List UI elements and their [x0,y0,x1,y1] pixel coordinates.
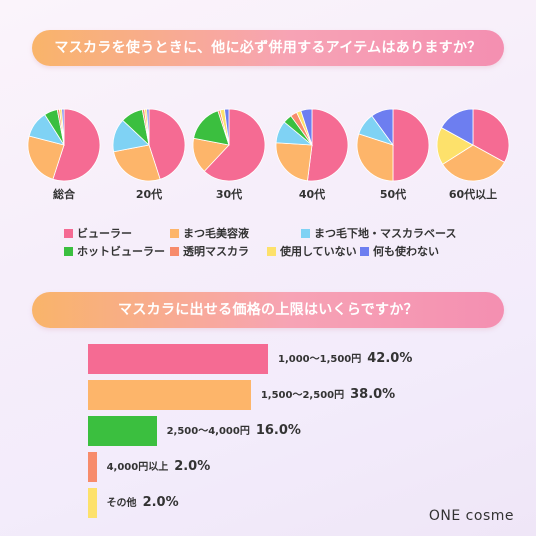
legend-swatch [64,246,73,256]
bar-category: その他 [106,498,137,509]
bar [88,380,251,410]
pie-label: 60代以上 [448,188,498,201]
pie-slice [300,108,313,146]
legend-swatch [170,228,179,238]
pie-slice [27,135,65,180]
bar-label: 1,000〜1,500円 42.0% [278,344,412,375]
question-2-banner: マスカラに出せる価格の上限はいくらですか？ [32,292,504,328]
bar [88,488,97,518]
legend-label: 何も使わない [373,245,439,258]
legend-item: 何も使わない [360,244,439,258]
legend-swatch [267,246,276,256]
bar-value-label: 2.0% [142,495,179,510]
pie-slice [472,108,510,163]
bar-category: 1,000〜1,500円 [278,354,362,365]
pie-slice [442,144,506,182]
pie-label: 20代 [135,188,163,201]
bar-value-label: 42.0% [367,351,413,366]
bar-category: 2,500〜4,000円 [166,426,250,437]
legend-item: 透明マスカラ [170,244,249,258]
question-1-banner: マスカラを使うときに、他に必ず併用するアイテムはありますか？ [32,30,504,66]
bar-label: 4,000円以上 2.0% [107,452,211,483]
bar-category: 4,000円以上 [106,462,169,473]
legend-item: まつ毛美容液 [170,226,249,240]
pie-slice [371,108,394,147]
bar-value-label: 16.0% [255,423,301,438]
pie-slice [146,108,150,146]
bar-value-label: 2.0% [174,459,211,474]
legend-item: まつ毛下地・マスカラベース [301,226,456,240]
pie-slice [275,142,313,182]
legend-swatch [170,246,179,256]
legend-item: ビューラー [64,226,132,240]
pie-slice [392,108,430,182]
bar-chart: 1,000〜1,500円 42.0% 1,500〜2,500円 38.0% 2,500〜… [0,340,536,520]
brand-logo: ONE cosme [428,508,514,524]
pie-slice [440,108,474,146]
pie-slice [307,108,349,182]
bar [88,416,157,446]
pie-charts [0,100,536,210]
pie-slice [52,108,101,182]
legend-item: ホットビューラー [64,244,165,258]
bar-label: 1,500〜2,500円 38.0% [261,380,395,411]
bar-value-label: 38.0% [350,387,396,402]
legend-label: 使用していない [280,245,357,258]
legend-label: 透明マスカラ [183,245,249,258]
bar-category: 1,500〜2,500円 [260,390,345,401]
bar-label: 2,500〜4,000円 16.0% [167,416,301,447]
pie-slice [356,133,394,182]
pie-label: 50代 [379,188,407,201]
legend-item: 使用していない [267,244,357,258]
bar [88,344,268,374]
pie-slice [148,108,186,180]
pie-label: 30代 [215,188,243,201]
legend-label: まつ毛美容液 [183,227,249,240]
pie-label: 総合 [53,188,75,201]
pie-slice [61,108,65,146]
bar-label: その他 2.0% [107,488,179,519]
legend-label: ホットビューラー [77,245,165,258]
legend-swatch [360,246,369,256]
bar [88,452,97,482]
pie-slice [224,108,230,146]
legend-swatch [64,228,73,238]
legend-label: ビューラー [77,227,132,240]
pie-charts-svg [27,108,510,182]
pie-label: 40代 [298,188,326,201]
pie-slice [113,144,161,182]
pie-slice [203,108,266,182]
legend-swatch [301,228,310,238]
legend-label: まつ毛下地・マスカラベース [314,227,457,240]
